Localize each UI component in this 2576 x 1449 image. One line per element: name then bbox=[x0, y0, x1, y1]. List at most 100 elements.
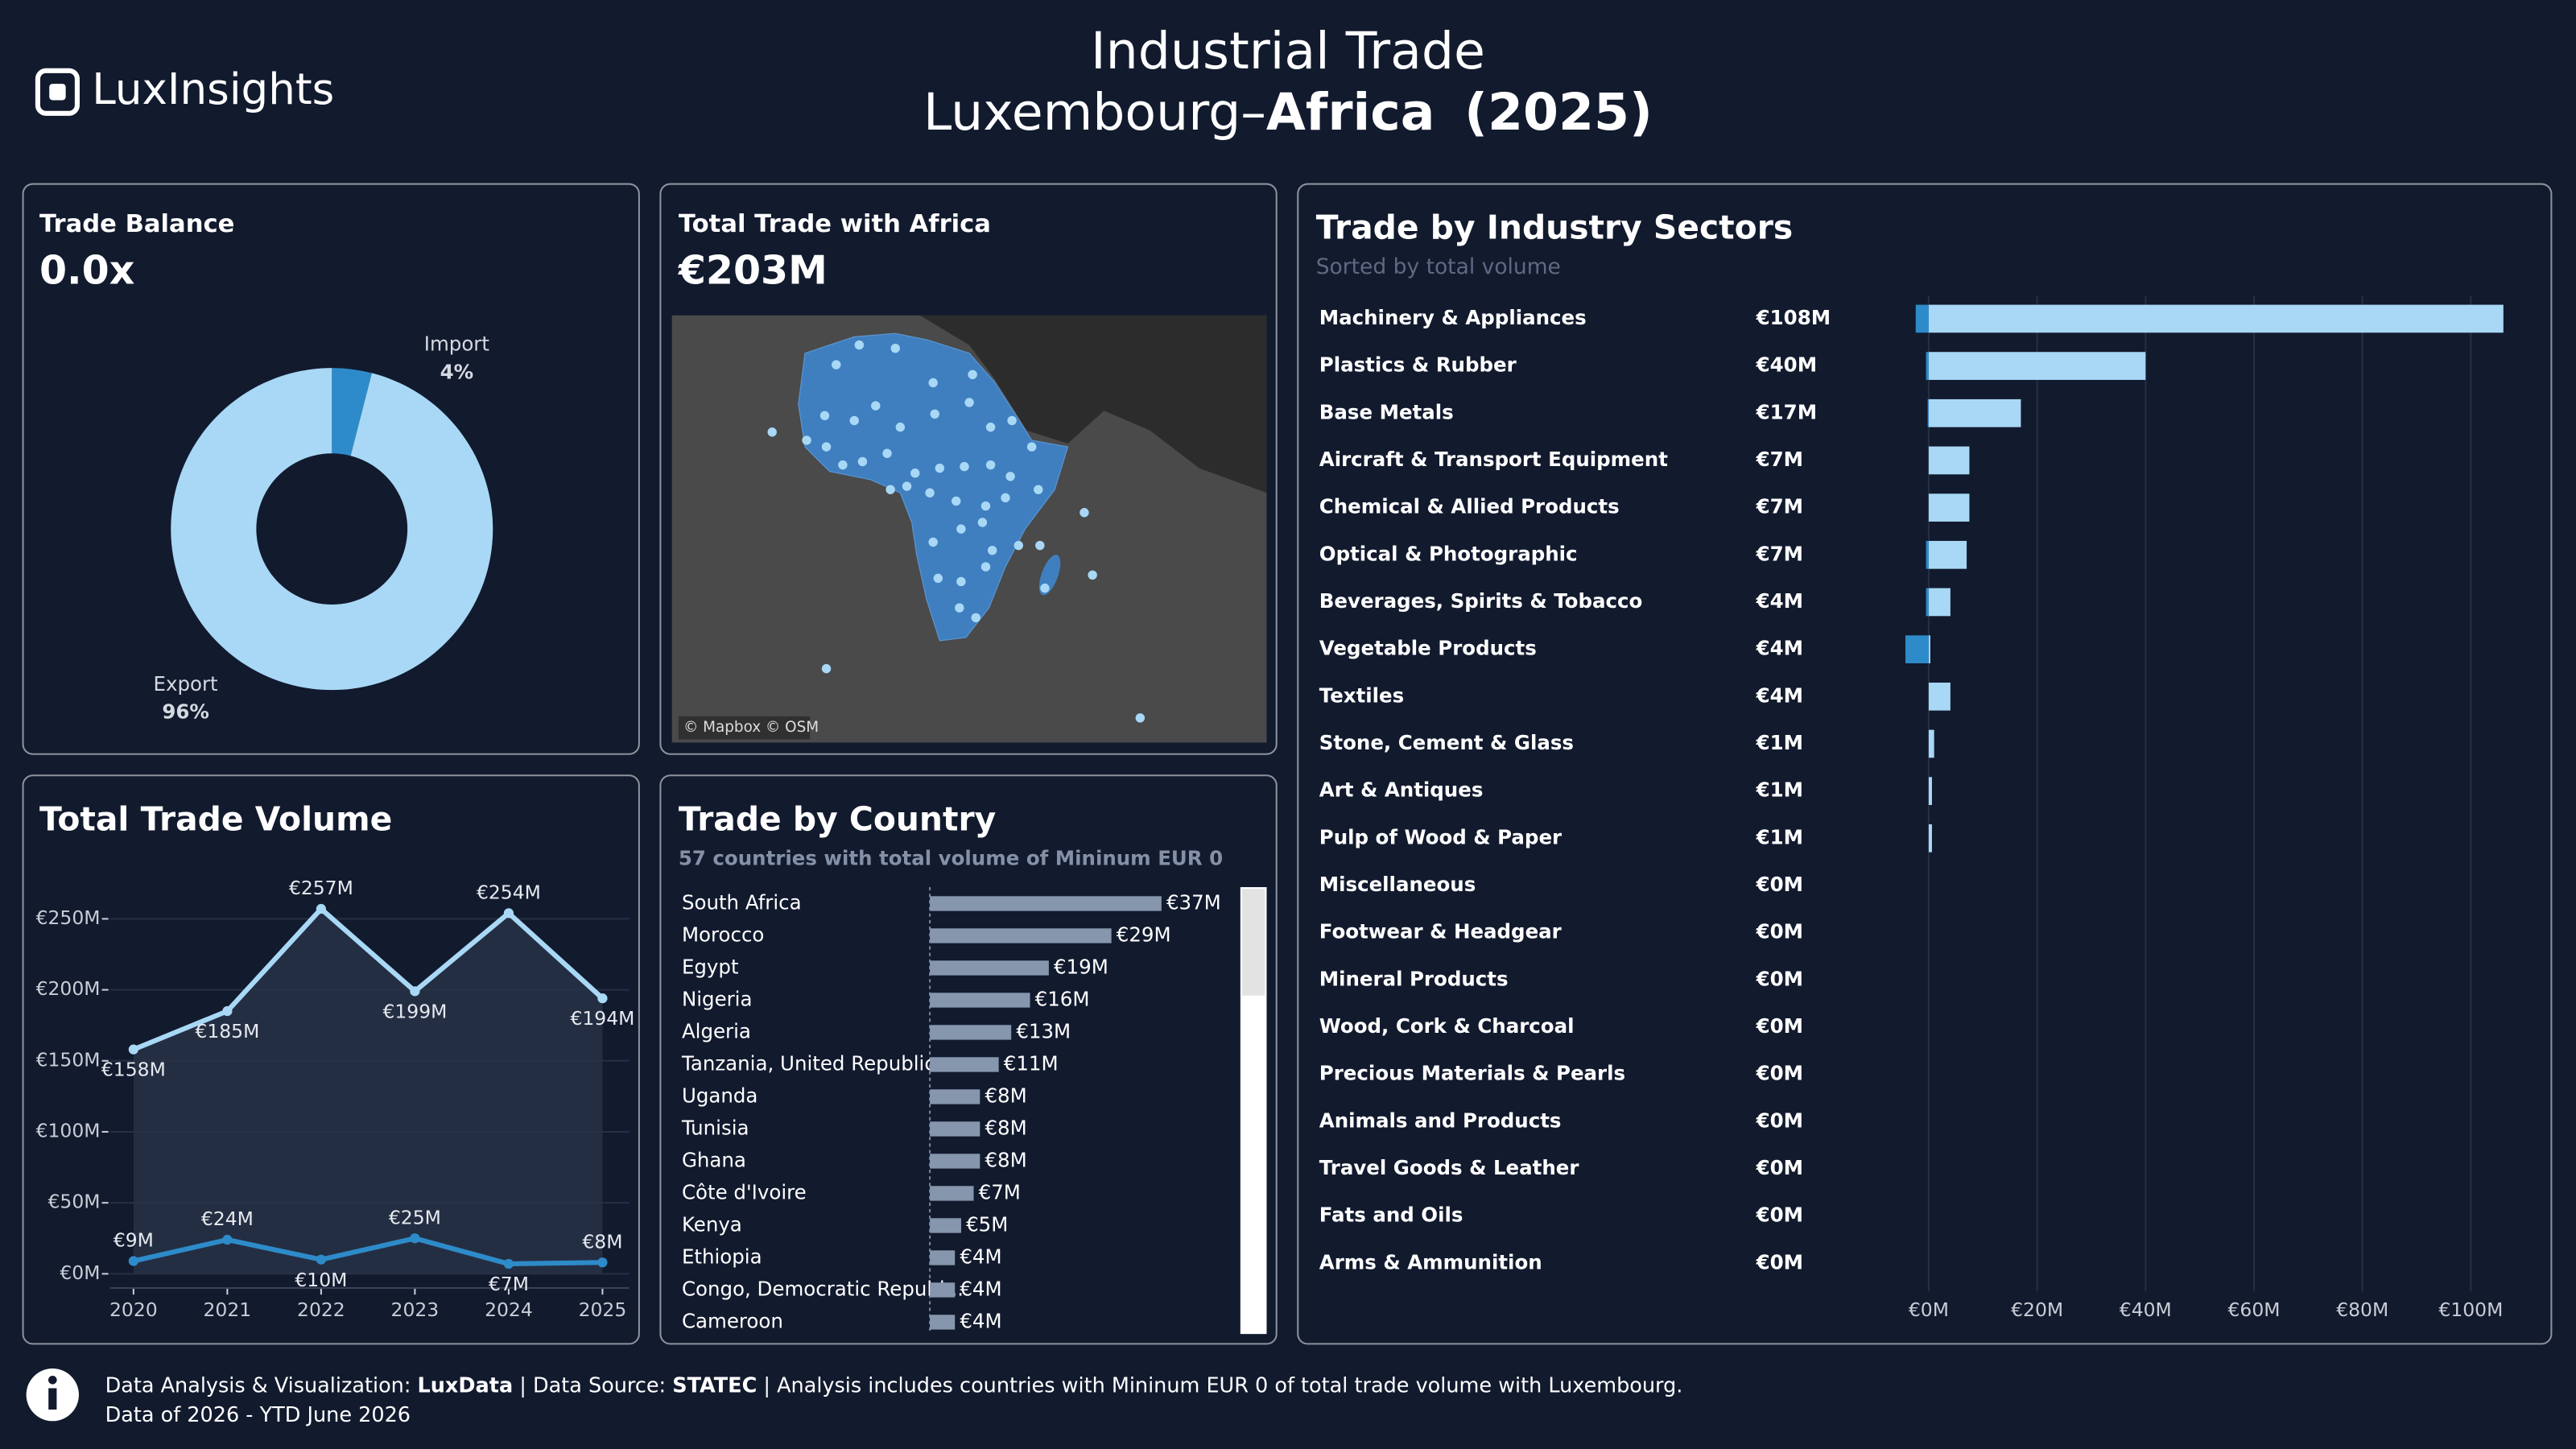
card-title: Trade Balance bbox=[39, 210, 234, 238]
map-dot bbox=[930, 409, 939, 419]
line-marker bbox=[503, 908, 514, 919]
scrollbar-thumb[interactable] bbox=[1241, 889, 1265, 996]
map-land bbox=[919, 315, 1267, 493]
category-label: Fats and Oils bbox=[1319, 1203, 1463, 1227]
bar bbox=[930, 1282, 956, 1298]
donut-slice bbox=[171, 368, 493, 691]
kpi-value: €203M bbox=[678, 247, 828, 293]
map-dot bbox=[832, 360, 841, 369]
bar bbox=[1927, 398, 1929, 427]
category-label: Animals and Products bbox=[1319, 1108, 1562, 1132]
bar bbox=[1928, 824, 1932, 852]
data-label: €25M bbox=[389, 1206, 441, 1228]
category-label: Arms & Ammunition bbox=[1319, 1250, 1542, 1274]
map-dot bbox=[849, 415, 859, 426]
bar bbox=[930, 1154, 980, 1169]
y-tick-label: €50M bbox=[47, 1191, 100, 1213]
map-dot bbox=[1013, 540, 1024, 551]
data-label: €254M bbox=[477, 881, 541, 903]
category-label: Vegetable Products bbox=[1319, 637, 1537, 660]
map-dot bbox=[767, 427, 777, 437]
bar bbox=[1928, 777, 1932, 805]
total-label: €4M bbox=[1756, 637, 1803, 660]
line-marker bbox=[316, 1254, 327, 1265]
map-dot bbox=[925, 488, 935, 497]
logo-icon-inner bbox=[49, 84, 66, 101]
data-label: €19M bbox=[1054, 955, 1108, 978]
card-trade-balance bbox=[22, 183, 640, 755]
bar bbox=[930, 1121, 980, 1137]
data-label: €8M bbox=[985, 1148, 1026, 1171]
data-label: €158M bbox=[101, 1059, 166, 1081]
map-dot bbox=[821, 663, 832, 674]
bar bbox=[930, 1057, 999, 1072]
category-label: Ghana bbox=[682, 1148, 746, 1171]
map-dot bbox=[886, 485, 895, 494]
map-dot bbox=[821, 442, 832, 452]
map-dot bbox=[968, 369, 977, 380]
total-label: €4M bbox=[1756, 683, 1803, 707]
map-dot bbox=[871, 401, 881, 411]
slice-value: 4% bbox=[440, 360, 474, 383]
data-label: €13M bbox=[1016, 1019, 1071, 1042]
total-label: €1M bbox=[1756, 825, 1803, 848]
data-label: €11M bbox=[1004, 1051, 1059, 1075]
x-tick-label: 2021 bbox=[204, 1298, 252, 1321]
map-dot bbox=[1005, 472, 1015, 481]
map-dot bbox=[857, 456, 868, 467]
map-dot bbox=[1001, 493, 1010, 503]
card-title: Total Trade Volume bbox=[39, 799, 392, 838]
attribution-bg bbox=[678, 716, 811, 740]
bar bbox=[1928, 635, 1930, 663]
total-label: €0M bbox=[1756, 873, 1803, 896]
bar bbox=[1926, 540, 1929, 569]
x-tick-label: 2020 bbox=[109, 1298, 158, 1321]
map-dot bbox=[910, 469, 920, 478]
bar bbox=[930, 1218, 961, 1233]
y-tick-label: €200M bbox=[36, 977, 101, 1000]
bar bbox=[1928, 588, 1951, 617]
map-dot bbox=[802, 436, 811, 445]
map-dot bbox=[987, 545, 997, 555]
map-dot bbox=[977, 518, 988, 527]
total-label: €0M bbox=[1756, 1203, 1803, 1227]
data-label: €257M bbox=[289, 877, 353, 899]
bar bbox=[930, 1089, 980, 1104]
line-marker bbox=[597, 993, 608, 1004]
category-label: Miscellaneous bbox=[1319, 873, 1476, 896]
card-title: Trade by Industry Sectors bbox=[1316, 208, 1793, 247]
bar bbox=[1926, 588, 1929, 617]
page-subtitle: Luxembourg–Africa (2025) bbox=[923, 81, 1653, 141]
map-dot bbox=[955, 603, 964, 613]
logo-icon bbox=[35, 68, 80, 116]
data-label: €8M bbox=[985, 1084, 1026, 1107]
total-label: €40M bbox=[1756, 353, 1817, 377]
map-dot bbox=[956, 576, 966, 587]
data-label: €24M bbox=[201, 1208, 254, 1230]
x-tick-label: €40M bbox=[2120, 1298, 2172, 1321]
bar bbox=[1905, 635, 1929, 663]
data-label: €8M bbox=[985, 1116, 1026, 1139]
y-tick-label: €250M bbox=[36, 906, 101, 929]
map-africa bbox=[798, 332, 1069, 642]
total-label: €7M bbox=[1756, 448, 1803, 471]
bar bbox=[930, 896, 1162, 911]
slice-value: 96% bbox=[162, 700, 209, 724]
slice-label: Import bbox=[424, 332, 490, 356]
title-region: Africa bbox=[1266, 81, 1435, 141]
bar bbox=[1928, 304, 2504, 333]
category-label: Kenya bbox=[682, 1212, 742, 1236]
category-label: Morocco bbox=[682, 923, 764, 946]
map-dot bbox=[1035, 540, 1045, 551]
bar bbox=[1928, 493, 1970, 522]
total-label: €0M bbox=[1756, 920, 1803, 943]
total-label: €4M bbox=[1756, 589, 1803, 613]
map-dot bbox=[985, 460, 996, 470]
info-icon bbox=[26, 1368, 79, 1422]
card-title: Total Trade with Africa bbox=[679, 210, 991, 238]
footer-text: STATEC bbox=[672, 1373, 757, 1397]
card-subtitle: 57 countries with total volume of Mininu… bbox=[679, 846, 1223, 869]
category-label: Footwear & Headgear bbox=[1319, 920, 1562, 943]
map-dot bbox=[838, 460, 848, 470]
